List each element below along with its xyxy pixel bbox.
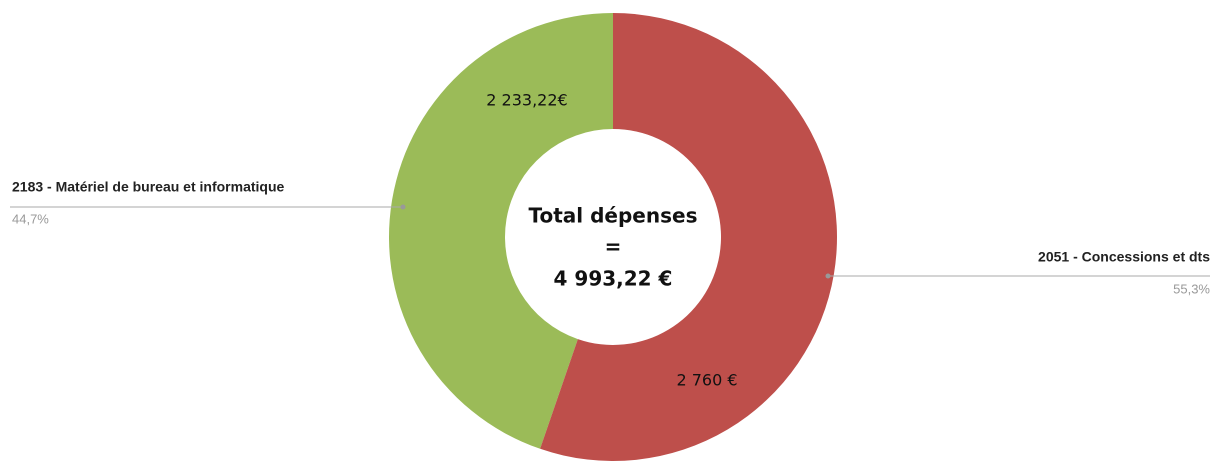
donut-slice: [388, 13, 613, 449]
value-label: 2 233,22€: [486, 91, 567, 110]
leader-dot: [825, 273, 831, 279]
percentage-label: 55,3%: [1173, 281, 1210, 296]
category-label: 2183 - Matériel de bureau et informatiqu…: [12, 179, 285, 195]
percentage-label: 44,7%: [12, 211, 49, 226]
leader-dot: [400, 204, 406, 210]
category-label: 2051 - Concessions et dts: [1038, 249, 1210, 265]
center-title: Total dépenses: [529, 204, 698, 228]
value-label: 2 760 €: [676, 371, 737, 390]
center-total: 4 993,22 €: [554, 267, 673, 291]
donut-slice: [540, 13, 837, 461]
center-sign: =: [605, 235, 622, 259]
